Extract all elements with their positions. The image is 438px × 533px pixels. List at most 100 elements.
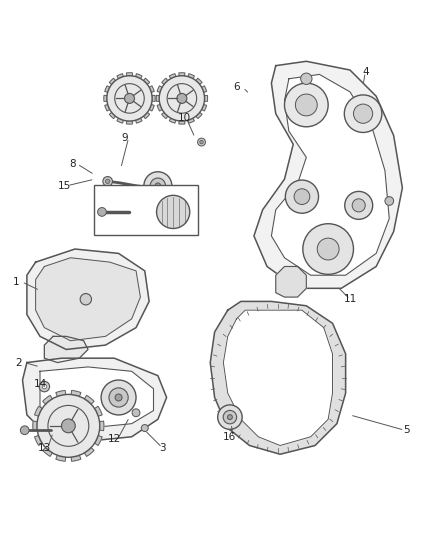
Polygon shape	[170, 74, 176, 78]
Polygon shape	[85, 448, 94, 456]
Polygon shape	[156, 95, 159, 101]
Polygon shape	[110, 78, 116, 84]
Circle shape	[223, 410, 237, 424]
Circle shape	[294, 189, 310, 205]
Polygon shape	[136, 74, 142, 78]
Text: 14: 14	[33, 379, 46, 390]
Text: 11: 11	[343, 294, 357, 304]
Circle shape	[227, 415, 233, 419]
Circle shape	[101, 380, 136, 415]
Text: 10: 10	[177, 113, 191, 123]
Text: 12: 12	[108, 434, 121, 444]
Circle shape	[150, 178, 166, 193]
Circle shape	[200, 140, 203, 144]
Polygon shape	[56, 455, 66, 461]
Polygon shape	[71, 391, 81, 397]
Text: 4: 4	[362, 67, 369, 77]
Polygon shape	[149, 86, 154, 92]
Polygon shape	[117, 118, 124, 123]
Polygon shape	[104, 95, 107, 101]
Polygon shape	[157, 86, 162, 92]
Polygon shape	[110, 112, 116, 118]
Circle shape	[385, 197, 394, 205]
Polygon shape	[44, 336, 88, 362]
Text: 3: 3	[159, 443, 166, 453]
Circle shape	[141, 425, 148, 432]
Circle shape	[155, 183, 161, 189]
Circle shape	[300, 73, 312, 84]
Polygon shape	[127, 72, 133, 76]
Text: 2: 2	[15, 358, 21, 368]
Polygon shape	[223, 310, 332, 446]
Polygon shape	[127, 121, 133, 124]
Circle shape	[109, 388, 128, 407]
Polygon shape	[188, 118, 194, 123]
Polygon shape	[33, 421, 37, 431]
Circle shape	[106, 179, 110, 183]
Polygon shape	[42, 448, 52, 456]
Polygon shape	[201, 104, 207, 111]
Circle shape	[124, 93, 134, 103]
Circle shape	[344, 95, 382, 133]
Polygon shape	[196, 78, 202, 84]
Circle shape	[39, 381, 49, 392]
Polygon shape	[201, 86, 207, 92]
Circle shape	[295, 94, 317, 116]
Circle shape	[103, 176, 113, 186]
Polygon shape	[152, 95, 155, 101]
Polygon shape	[162, 112, 168, 118]
Polygon shape	[162, 78, 168, 84]
Polygon shape	[144, 112, 150, 118]
Polygon shape	[144, 78, 150, 84]
Polygon shape	[95, 435, 102, 446]
Text: 16: 16	[223, 432, 237, 442]
Text: 13: 13	[38, 443, 51, 453]
Polygon shape	[22, 358, 166, 441]
Polygon shape	[149, 104, 154, 111]
Polygon shape	[71, 455, 81, 461]
Text: 9: 9	[122, 133, 128, 143]
Polygon shape	[254, 61, 403, 288]
Circle shape	[61, 419, 75, 433]
Polygon shape	[159, 76, 205, 121]
Circle shape	[98, 207, 106, 216]
Circle shape	[303, 224, 353, 274]
Polygon shape	[40, 367, 153, 428]
Polygon shape	[210, 302, 346, 454]
Circle shape	[352, 199, 365, 212]
Circle shape	[345, 191, 373, 220]
Circle shape	[115, 394, 122, 401]
Polygon shape	[95, 406, 102, 416]
Polygon shape	[136, 118, 142, 123]
Polygon shape	[85, 395, 94, 404]
Circle shape	[80, 294, 92, 305]
Polygon shape	[35, 258, 141, 341]
Polygon shape	[157, 104, 162, 111]
Polygon shape	[179, 121, 185, 124]
Polygon shape	[35, 406, 42, 416]
Polygon shape	[35, 435, 42, 446]
Circle shape	[20, 426, 29, 434]
Circle shape	[286, 180, 318, 213]
Circle shape	[353, 104, 373, 123]
Polygon shape	[276, 266, 306, 297]
Polygon shape	[179, 72, 185, 76]
Text: 15: 15	[57, 181, 71, 191]
Text: 8: 8	[69, 159, 76, 169]
Circle shape	[285, 83, 328, 127]
Polygon shape	[99, 421, 104, 431]
Polygon shape	[205, 95, 208, 101]
Polygon shape	[105, 86, 110, 92]
Circle shape	[218, 405, 242, 430]
Circle shape	[42, 384, 46, 389]
Polygon shape	[170, 118, 176, 123]
Polygon shape	[196, 112, 202, 118]
Circle shape	[156, 195, 190, 229]
Circle shape	[198, 138, 205, 146]
Circle shape	[144, 172, 172, 200]
Polygon shape	[272, 75, 389, 275]
Text: 6: 6	[233, 83, 240, 93]
FancyBboxPatch shape	[94, 185, 198, 235]
Polygon shape	[37, 394, 100, 457]
Polygon shape	[117, 74, 124, 78]
